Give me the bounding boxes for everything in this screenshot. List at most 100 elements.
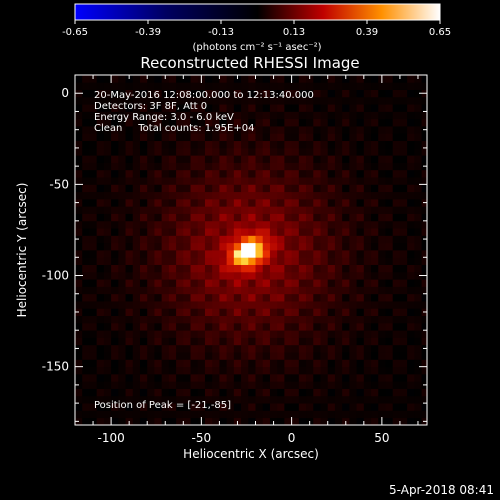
heatmap-cell	[349, 133, 357, 142]
heatmap-cell	[154, 82, 163, 90]
heatmap-cell	[233, 133, 242, 142]
heatmap-cell	[378, 111, 386, 120]
heatmap-cell	[356, 293, 365, 302]
heatmap-cell	[139, 330, 148, 338]
heatmap-cell	[233, 118, 242, 127]
heatmap-cell	[75, 213, 83, 222]
heatmap-cell	[284, 235, 293, 244]
heatmap-cell	[233, 242, 242, 251]
heatmap-cell	[226, 417, 235, 425]
heatmap-cell	[212, 126, 220, 134]
heatmap-cell	[298, 177, 307, 185]
heatmap-cell	[103, 220, 112, 229]
heatmap-cell	[399, 264, 408, 273]
heatmap-cell	[378, 228, 386, 236]
heatmap-cell	[421, 315, 427, 324]
heatmap-cell	[248, 330, 256, 338]
heatmap-cell	[248, 250, 256, 258]
heatmap-cell	[226, 155, 235, 163]
heatmap-cell	[132, 337, 141, 346]
heatmap-cell	[89, 162, 98, 171]
heatmap-cell	[414, 96, 422, 105]
heatmap-cell	[75, 410, 83, 419]
heatmap-cell	[226, 177, 235, 185]
heatmap-cell	[118, 89, 126, 98]
heatmap-cell	[219, 162, 228, 171]
heatmap-cell	[176, 352, 184, 360]
heatmap-cell	[183, 417, 191, 425]
heatmap-cell	[262, 147, 271, 156]
heatmap-cell	[392, 352, 401, 360]
heatmap-cell	[118, 147, 126, 156]
heatmap-cell	[226, 140, 235, 149]
heatmap-cell	[291, 417, 300, 425]
heatmap-cell	[363, 373, 372, 382]
heatmap-cell	[327, 198, 336, 207]
heatmap-cell	[291, 373, 300, 382]
heatmap-cell	[349, 410, 357, 419]
heatmap-cell	[414, 344, 422, 353]
heatmap-cell	[197, 169, 206, 178]
heatmap-cell	[111, 198, 119, 207]
heatmap-cell	[371, 126, 379, 134]
heatmap-cell	[226, 271, 235, 280]
heatmap-cell	[262, 381, 271, 389]
heatmap-cell	[313, 271, 321, 280]
heatmap-cell	[226, 359, 235, 368]
heatmap-cell	[154, 322, 163, 331]
heatmap-cell	[176, 184, 184, 193]
heatmap-cell	[248, 344, 256, 353]
heatmap-cell	[399, 111, 408, 120]
heatmap-cell	[168, 155, 177, 163]
heatmap-cell	[371, 220, 379, 229]
heatmap-cell	[125, 381, 134, 389]
heatmap-cell	[197, 140, 206, 149]
heatmap-cell	[284, 359, 293, 368]
heatmap-cell	[385, 264, 394, 273]
heatmap-cell	[190, 220, 199, 229]
heatmap-cell	[204, 206, 213, 214]
heatmap-cell	[421, 213, 427, 222]
heatmap-cell	[212, 242, 220, 251]
heatmap-cell	[226, 118, 235, 127]
heatmap-cell	[306, 191, 314, 200]
heatmap-cell	[262, 286, 271, 295]
heatmap-cell	[125, 191, 134, 200]
heatmap-cell	[371, 322, 379, 331]
heatmap-cell	[168, 315, 177, 324]
heatmap-cell	[176, 381, 184, 389]
heatmap-cell	[291, 162, 300, 171]
heatmap-cell	[371, 352, 379, 360]
heatmap-cell	[89, 155, 98, 163]
heatmap-cell	[334, 403, 343, 411]
heatmap-cell	[349, 279, 357, 287]
heatmap-cell	[363, 104, 372, 112]
heatmap-cell	[204, 344, 213, 353]
heatmap-cell	[392, 191, 401, 200]
heatmap-cell	[255, 352, 264, 360]
heatmap-cell	[248, 177, 256, 185]
heatmap-cell	[82, 293, 90, 302]
heatmap-cell	[204, 373, 213, 382]
heatmap-cell	[233, 155, 242, 163]
heatmap-cell	[132, 279, 141, 287]
heatmap-cell	[125, 250, 134, 258]
heatmap-cell	[248, 417, 256, 425]
heatmap-cell	[407, 111, 415, 120]
heatmap-cell	[147, 242, 155, 251]
heatmap-cell	[306, 410, 314, 419]
heatmap-cell	[306, 271, 314, 280]
heatmap-cell	[320, 126, 329, 134]
heatmap-cell	[219, 104, 228, 112]
heatmap-cell	[262, 235, 271, 244]
heatmap-cell	[204, 213, 213, 222]
heatmap-cell	[298, 220, 307, 229]
heatmap-cell	[356, 337, 365, 346]
heatmap-cell	[334, 198, 343, 207]
heatmap-cell	[327, 235, 336, 244]
heatmap-cell	[269, 169, 278, 178]
heatmap-cell	[125, 126, 134, 134]
heatmap-cell	[291, 104, 300, 112]
heatmap-cell	[204, 162, 213, 171]
heatmap-cell	[378, 126, 386, 134]
